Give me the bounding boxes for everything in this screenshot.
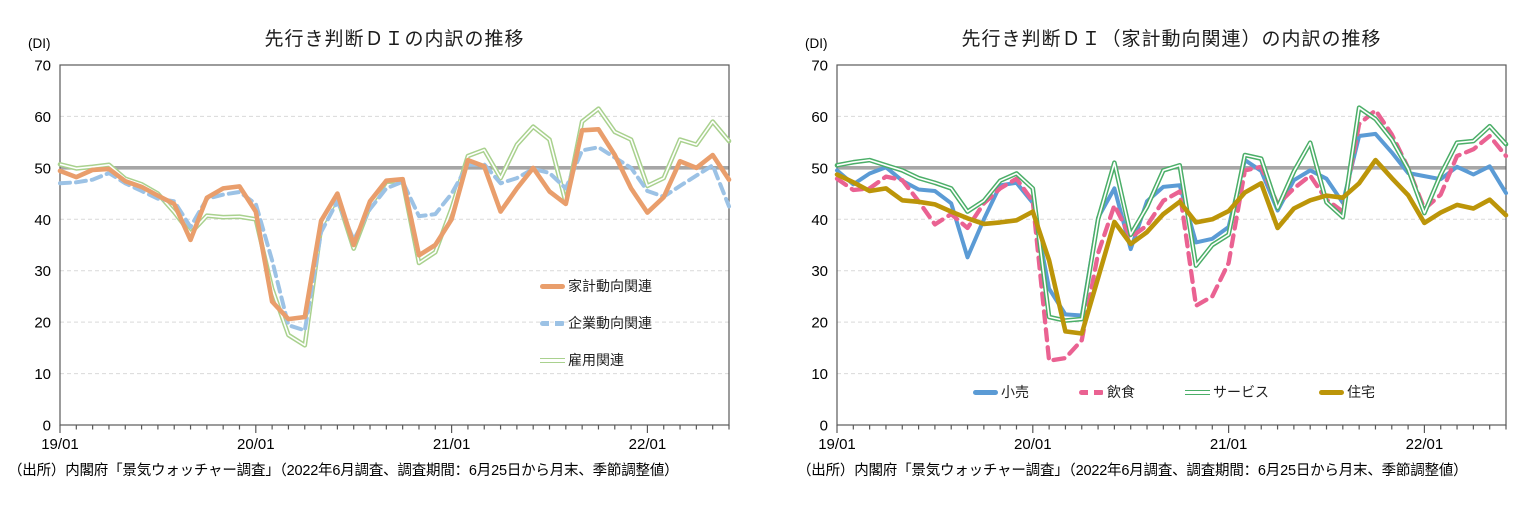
y-axis-tick-label: 30 bbox=[811, 263, 828, 280]
y-axis-tick-label: 70 bbox=[811, 58, 828, 75]
chart-canvas: 0 10 20 30 40 50 60 70 19/01 20/01 21/01 22/01 bbox=[811, 58, 1509, 453]
chart-title: 先行き判断ＤＩ（家計動向関連）の内訳の推移 bbox=[961, 29, 1382, 50]
x-axis-tick-label: 22/01 bbox=[629, 436, 667, 453]
x-axis-tick-label: 19/01 bbox=[818, 436, 856, 453]
legend-swatch-services bbox=[1185, 389, 1210, 395]
source-note: （出所）内閣府「景気ウォッチャー調査」（2022年6月調査、調査期間：6月25日… bbox=[8, 463, 679, 479]
y-axis-tick-label: 20 bbox=[34, 315, 51, 332]
y-axis-tick-label: 40 bbox=[811, 212, 828, 229]
series-line-retail bbox=[835, 131, 1508, 318]
y-axis-tick-label: 40 bbox=[34, 212, 51, 229]
legend: 家計動向関連 企業動向関連 雇用関連 bbox=[540, 276, 652, 370]
x-axis-tick-label: 20/01 bbox=[1014, 436, 1052, 453]
series-line-services bbox=[834, 105, 1509, 323]
legend-swatch-corporate bbox=[540, 320, 565, 326]
x-axis-tick-label: 22/01 bbox=[1406, 436, 1444, 453]
legend-label-household: 家計動向関連 bbox=[568, 278, 652, 294]
y-axis-tick-label: 0 bbox=[43, 418, 51, 435]
source-note: （出所）内閣府「景気ウォッチャー調査」（2022年6月調査、調査期間：6月25日… bbox=[797, 463, 1468, 479]
legend-swatch-employment bbox=[540, 357, 565, 363]
legend-item-housing: 住宅 bbox=[1319, 382, 1375, 402]
y-axis-unit-label: (DI) bbox=[805, 36, 828, 51]
legend-label-food: 飲食 bbox=[1107, 384, 1135, 400]
legend-item-retail: 小売 bbox=[973, 382, 1029, 402]
legend-item-household: 家計動向関連 bbox=[540, 276, 652, 296]
series-line-household bbox=[57, 127, 732, 322]
legend-label-employment: 雇用関連 bbox=[568, 352, 624, 368]
y-axis-tick-label: 70 bbox=[34, 58, 51, 75]
legend-label-corporate: 企業動向関連 bbox=[568, 315, 652, 331]
y-axis-tick-label: 50 bbox=[34, 160, 51, 177]
plot-border bbox=[836, 64, 1507, 426]
legend-item-services: サービス bbox=[1185, 382, 1269, 402]
legend-label-retail: 小売 bbox=[1001, 384, 1029, 400]
series-line-food bbox=[834, 108, 1509, 363]
legend-swatch-household bbox=[540, 283, 565, 289]
y-axis-tick-label: 0 bbox=[820, 418, 828, 435]
chart-canvas: 0 10 20 30 40 50 60 70 19/01 20/01 21/01 22/01 bbox=[34, 58, 732, 453]
y-axis-unit-label: (DI) bbox=[28, 36, 51, 51]
legend: 小売 飲食 サービス 住宅 bbox=[973, 382, 1375, 402]
y-axis-tick-label: 30 bbox=[34, 263, 51, 280]
plot-border bbox=[59, 64, 730, 426]
legend-label-services: サービス bbox=[1213, 384, 1269, 400]
chart-panel-left: 先行き判断ＤＩの内訳の推移 (DI) 0 10 20 30 40 50 60 70 19/01 2… bbox=[0, 0, 760, 519]
x-axis-tick-label: 21/01 bbox=[1210, 436, 1248, 453]
x-axis-tick-label: 20/01 bbox=[237, 436, 275, 453]
series-line-housing bbox=[834, 157, 1509, 336]
x-axis-tick-label: 21/01 bbox=[433, 436, 471, 453]
x-axis-tick-label: 19/01 bbox=[41, 436, 79, 453]
legend-item-food: 飲食 bbox=[1079, 382, 1135, 402]
y-axis-tick-label: 60 bbox=[34, 109, 51, 126]
legend-swatch-retail bbox=[973, 389, 998, 395]
chart-title: 先行き判断ＤＩの内訳の推移 bbox=[264, 29, 525, 50]
y-axis-tick-label: 10 bbox=[811, 366, 828, 383]
legend-label-housing: 住宅 bbox=[1347, 384, 1375, 400]
y-axis-tick-label: 50 bbox=[811, 160, 828, 177]
legend-swatch-housing bbox=[1319, 389, 1344, 395]
y-axis-tick-label: 60 bbox=[811, 109, 828, 126]
chart-panel-right: 先行き判断ＤＩ（家計動向関連）の内訳の推移 (DI) 0 10 20 30 40 50 60… bbox=[777, 0, 1537, 519]
legend-item-corporate: 企業動向関連 bbox=[540, 313, 652, 333]
legend-item-employment: 雇用関連 bbox=[540, 350, 652, 370]
series-line-core-services bbox=[836, 106, 1507, 322]
y-axis-tick-label: 20 bbox=[811, 315, 828, 332]
legend-swatch-food bbox=[1079, 389, 1104, 395]
y-axis-tick-label: 10 bbox=[34, 366, 51, 383]
